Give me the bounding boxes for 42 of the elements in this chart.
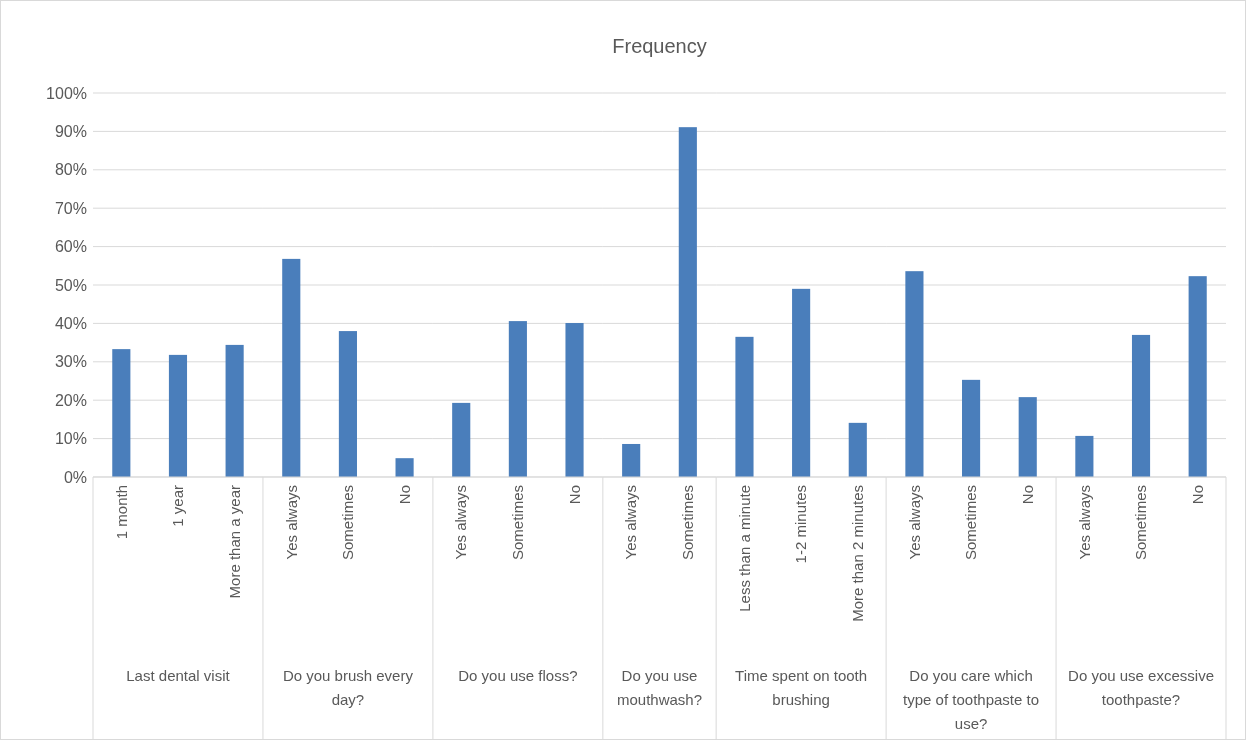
y-tick-label: 30%	[54, 353, 87, 371]
x-axis-title: Do you use excessive toothpaste?	[1068, 667, 1214, 708]
x-tick-label: Less than a minute	[735, 485, 753, 612]
x-tick-label: Sometimes	[339, 485, 357, 561]
x-tick-label: 1 year	[169, 485, 187, 527]
x-tick-label: Sometimes	[679, 485, 697, 561]
x-axis-title: Do you use mouthwash?	[616, 667, 703, 708]
x-axis-title: Do you use floss?	[458, 667, 578, 684]
x-tick-label: Sometimes	[509, 485, 527, 561]
x-tick-label: 1 month	[112, 485, 130, 540]
x-tick-label: Yes always	[452, 485, 470, 560]
x-tick-label: No	[565, 485, 583, 505]
y-tick-label: 80%	[54, 161, 87, 179]
y-tick-label: 40%	[54, 315, 87, 332]
x-axis-title: Last dental visit	[126, 667, 231, 684]
y-tick-label: 60%	[54, 238, 87, 256]
chart-title: Frequency	[612, 35, 707, 57]
y-tick-label: 20%	[54, 391, 87, 409]
x-tick-label: Sometimes	[1132, 485, 1150, 561]
x-tick-label: No	[1018, 485, 1036, 505]
x-tick-label: More than a year	[225, 485, 243, 599]
x-tick-label: 1-2 minutes	[792, 485, 810, 564]
x-tick-label: Yes always	[622, 485, 640, 560]
x-tick-label: More than 2 minutes	[849, 485, 867, 622]
x-tick-label: Yes always	[282, 485, 300, 560]
x-tick-label: Yes always	[905, 485, 923, 560]
y-tick-label: 10%	[54, 430, 87, 448]
x-tick-label: Sometimes	[962, 485, 980, 561]
x-tick-label: No	[395, 485, 413, 505]
bar	[168, 354, 188, 477]
y-tick-label: 70%	[54, 199, 87, 217]
x-tick-label: No	[1188, 485, 1206, 505]
bar	[112, 349, 131, 477]
y-tick-label: 50%	[54, 276, 87, 294]
x-axis-title: Do you brush every day?	[282, 667, 414, 708]
y-tick-label: 90%	[54, 123, 87, 140]
y-tick-label: 0%	[63, 468, 87, 486]
x-axis-title: Time spent on tooth brushing	[735, 667, 868, 708]
x-axis-title: Do you care which type of toothpaste to use?	[903, 667, 1040, 732]
bar	[225, 344, 244, 477]
x-tick-label: Yes always	[1075, 485, 1093, 560]
y-tick-label: 100%	[46, 84, 87, 102]
